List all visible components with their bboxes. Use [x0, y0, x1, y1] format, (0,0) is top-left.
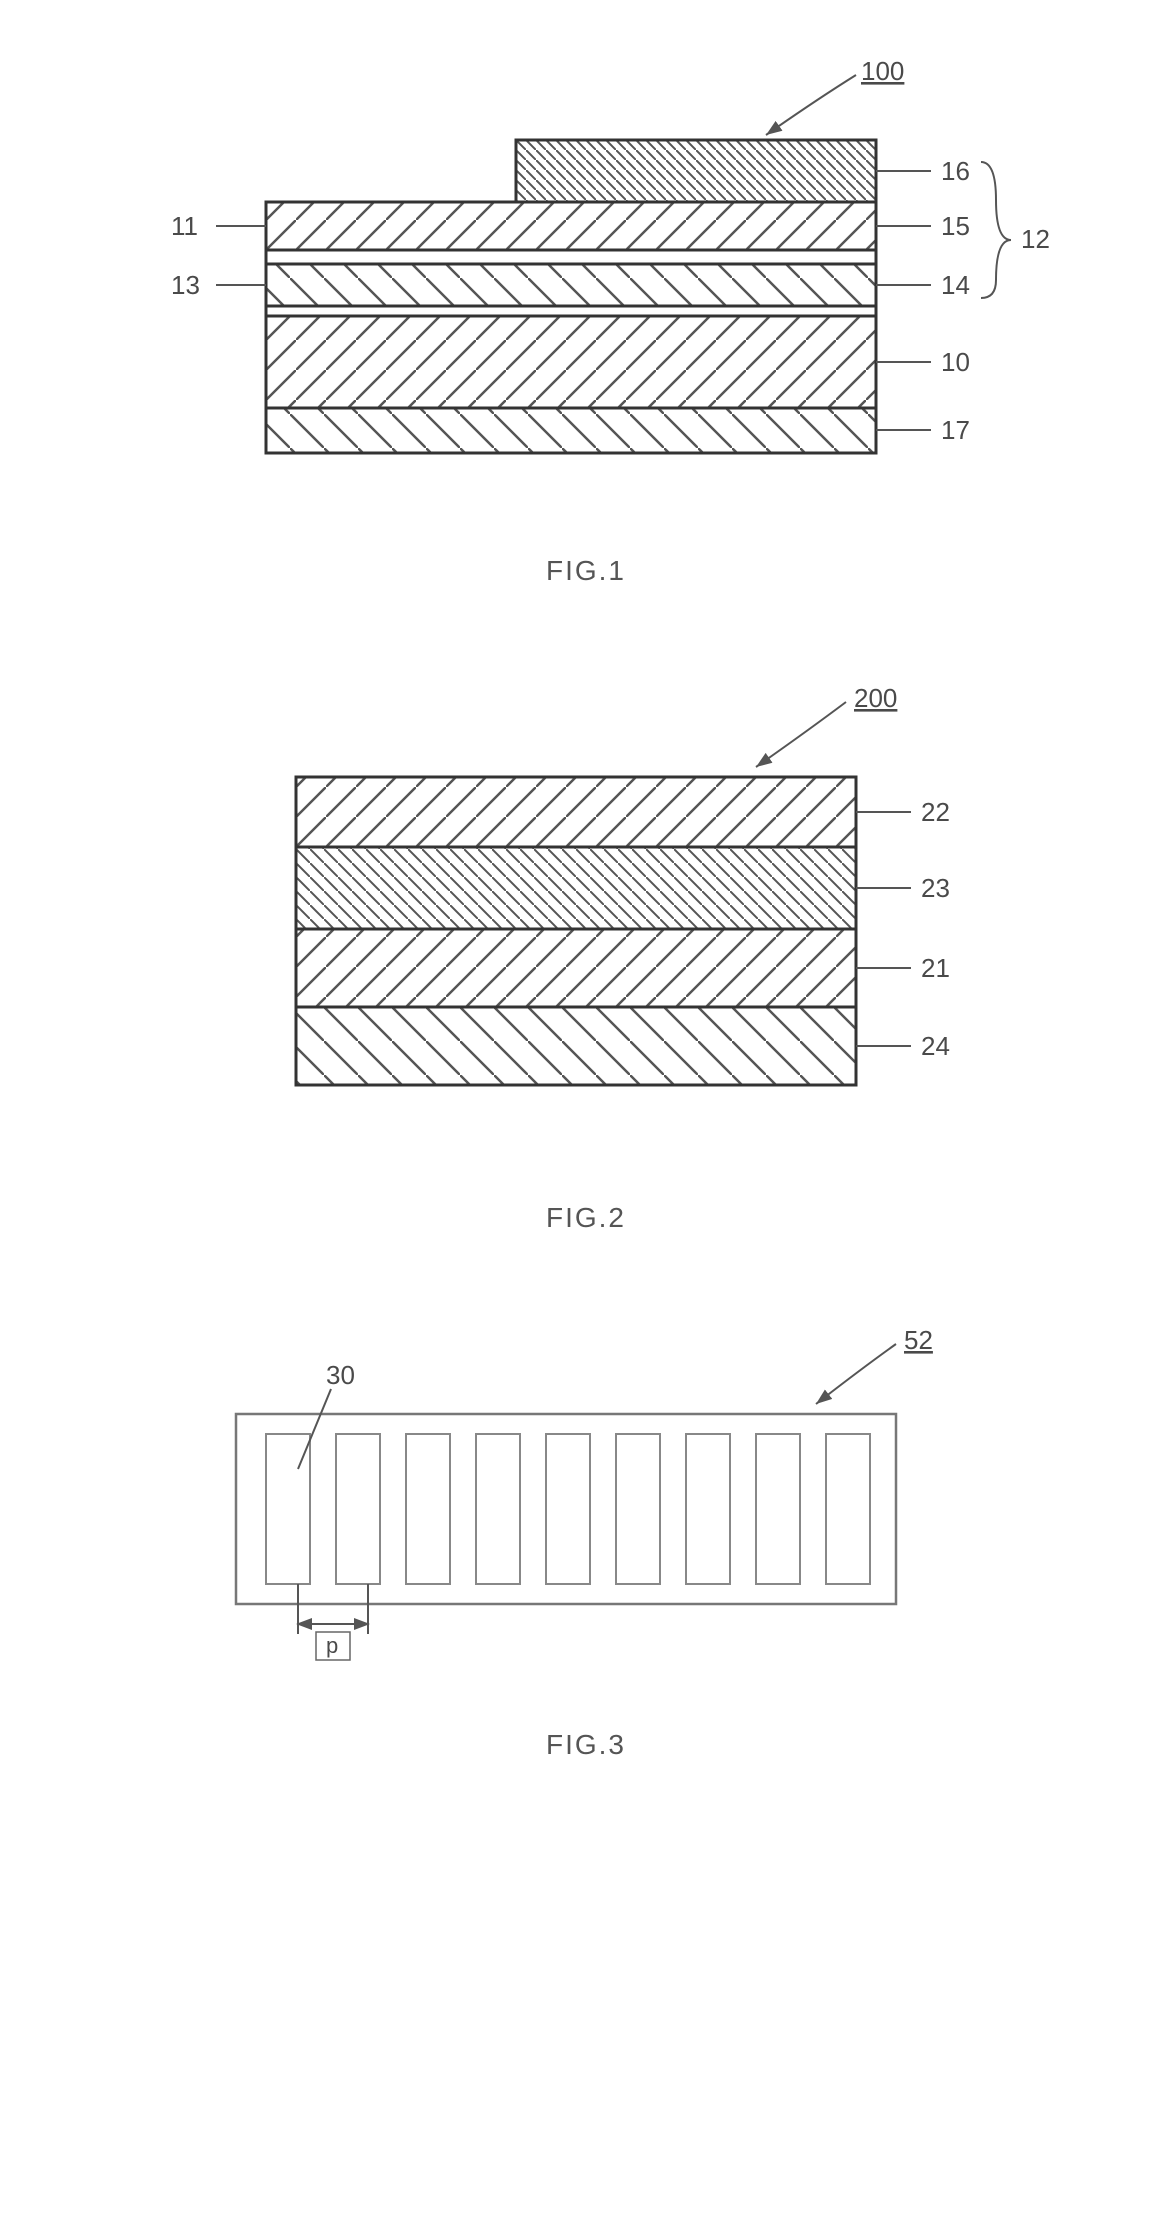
fig1-caption: FIG.1 — [546, 555, 626, 587]
slot — [476, 1434, 520, 1584]
callout-100: 100 — [861, 56, 904, 86]
label-15: 15 — [941, 211, 970, 241]
label-11: 11 — [171, 211, 198, 241]
fig2-svg: 200 22 23 21 24 — [86, 667, 1086, 1167]
fig3-caption: FIG.3 — [546, 1729, 626, 1761]
slot — [406, 1434, 450, 1584]
figure-1: 100 11 13 16 15 — [20, 40, 1152, 587]
label-30: 30 — [326, 1360, 355, 1390]
label-13: 13 — [171, 270, 200, 300]
slot — [546, 1434, 590, 1584]
fig2-stack — [296, 777, 856, 1085]
callout-200: 200 — [854, 683, 897, 713]
slot — [756, 1434, 800, 1584]
label-12: 12 — [1021, 224, 1050, 254]
figure-2: 200 22 23 21 24 FIG.2 — [20, 667, 1152, 1234]
slot — [616, 1434, 660, 1584]
slot — [686, 1434, 730, 1584]
callout-52: 52 — [904, 1325, 933, 1355]
fig1-stack — [266, 140, 876, 453]
label-p: p — [326, 1633, 338, 1658]
label-14: 14 — [941, 270, 970, 300]
slot — [336, 1434, 380, 1584]
label-24: 24 — [921, 1031, 950, 1061]
fig3-svg: 52 30 p — [86, 1314, 1086, 1694]
label-22: 22 — [921, 797, 950, 827]
fig3-slots — [266, 1434, 870, 1584]
label-17: 17 — [941, 415, 970, 445]
label-21: 21 — [921, 953, 950, 983]
label-16: 16 — [941, 156, 970, 186]
figure-3: 52 30 p FIG.3 — [20, 1314, 1152, 1761]
fig1-svg: 100 11 13 16 15 — [86, 40, 1086, 520]
label-23: 23 — [921, 873, 950, 903]
fig2-caption: FIG.2 — [546, 1202, 626, 1234]
label-10: 10 — [941, 347, 970, 377]
slot — [826, 1434, 870, 1584]
